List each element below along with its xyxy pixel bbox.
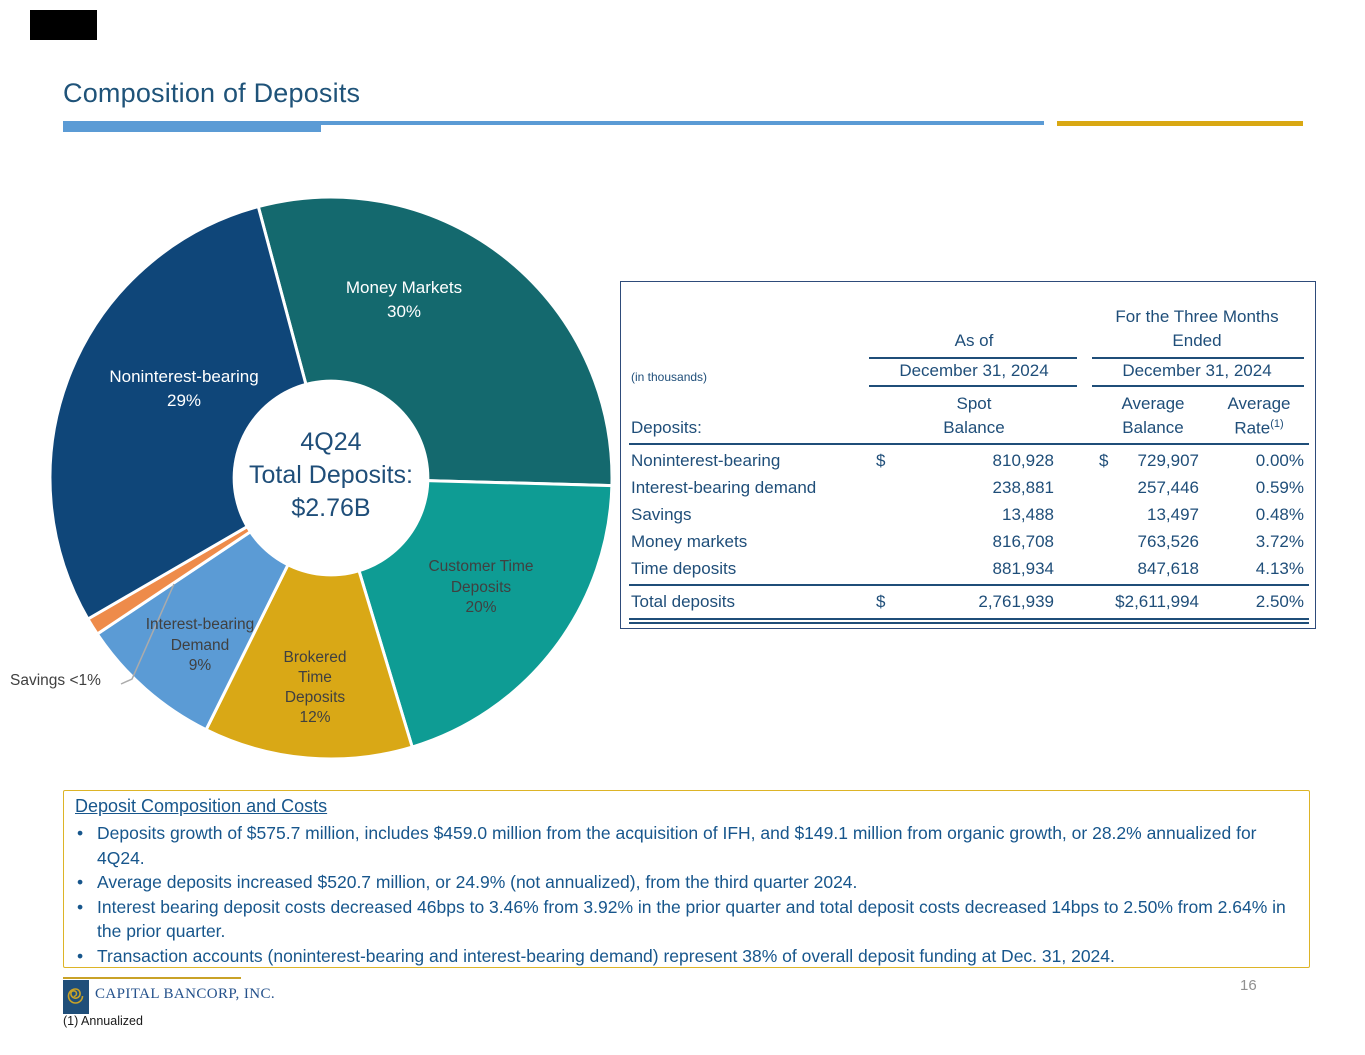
total-spot-balance: 2,761,939 (978, 592, 1054, 611)
table-rule (629, 584, 1309, 586)
total-average-rate: 2.50% (1255, 592, 1304, 611)
row-label: Money markets (631, 532, 748, 551)
row-spot-balance: 881,934 (992, 559, 1054, 578)
row-average-rate: 0.59% (1255, 478, 1304, 497)
table-col-group-asof: As of (954, 331, 994, 350)
table-header-spot-line2: Balance (943, 418, 1005, 437)
savings-leader-line (120, 583, 175, 685)
notes-bullet: Interest bearing deposit costs decreased… (75, 895, 1297, 944)
notes-bullet: Average deposits increased $520.7 millio… (75, 870, 1297, 895)
row-average-rate: 3.72% (1255, 532, 1304, 551)
title-accent-bar-blue-thick (63, 121, 321, 132)
row-average-balance: 257,446 (1137, 478, 1199, 497)
row-average-balance: 729,907 (1137, 451, 1199, 470)
top-left-black-box (30, 10, 97, 40)
table-date-spot: December 31, 2024 (899, 361, 1049, 380)
table-double-rule-bottom (629, 622, 1309, 624)
company-name: CAPITAL BANCORP, INC. (95, 986, 275, 1002)
table-double-rule-top (629, 618, 1309, 620)
row-label: Savings (631, 505, 692, 524)
donut-hole (232, 379, 430, 577)
pie-slice-brokered-time-deposits (204, 473, 415, 761)
notes-bullet-list: Deposits growth of $575.7 million, inclu… (75, 821, 1297, 968)
table-row: Savings 13,488 13,497 0.48% (621, 502, 1315, 529)
table-date-average: December 31, 2024 (1122, 361, 1272, 380)
total-dollar-sign: $ (876, 592, 886, 611)
table-row: Time deposits 881,934 847,618 4.13% (621, 556, 1315, 583)
row-dollar-sign: $ (1099, 451, 1109, 470)
title-accent-bar-blue-thin (321, 121, 1044, 125)
footer-gold-line (63, 977, 241, 979)
row-label: Interest-bearing demand (631, 478, 817, 497)
row-average-balance: 763,526 (1137, 532, 1199, 551)
notes-box-title: Deposit Composition and Costs (75, 796, 328, 816)
rate-footnote-superscript: (1) (1270, 418, 1284, 430)
table-row: Noninterest-bearing $810,928 $729,907 0.00% (621, 448, 1315, 475)
table-row-group-header: Deposits: (631, 418, 702, 437)
page-title: Composition of Deposits (63, 78, 361, 108)
table-header-avgrate-line1: Average (1227, 394, 1291, 413)
deposits-table: For the Three Months As of Ended (in tho… (620, 281, 1316, 629)
table-row: Interest-bearing demand 238,881 257,446 0.5… (621, 475, 1315, 502)
row-spot-balance: 810,928 (992, 451, 1054, 470)
row-dollar-sign: $ (876, 451, 886, 470)
footnote-annualized: (1) Annualized (63, 1014, 143, 1028)
logo-spiral-icon (67, 988, 84, 1004)
page-number: 16 (1240, 977, 1257, 994)
row-spot-balance: 238,881 (992, 478, 1054, 497)
title-accent-bar-gold (1057, 121, 1303, 126)
savings-slice-callout-label: Savings <1% (10, 672, 101, 689)
table-col-group-period-line1: For the Three Months (1115, 307, 1279, 326)
table-col-group-period-line2: Ended (1172, 331, 1222, 350)
row-average-balance: 13,497 (1147, 505, 1199, 524)
table-header-avgrate-text: Rate (1234, 418, 1271, 438)
table-header-avgbal-line2: Balance (1122, 418, 1184, 437)
total-label: Total deposits (631, 592, 735, 611)
table-rule (1092, 385, 1304, 387)
table-rule (869, 385, 1077, 387)
row-label: Noninterest-bearing (631, 451, 781, 470)
total-average-balance: $2,611,994 (1115, 592, 1199, 611)
table-row: Money markets 816,708 763,526 3.72% (621, 529, 1315, 556)
table-header-spot-line1: Spot (956, 394, 992, 413)
notes-bullet: Deposits growth of $575.7 million, inclu… (75, 821, 1297, 870)
table-body: Noninterest-bearing $810,928 $729,907 0.00%… (621, 448, 1315, 583)
table-units-note: (in thousands) (631, 370, 708, 384)
table-total-row: Total deposits $ 2,761,939 $2,611,994 2.… (621, 589, 1315, 616)
row-average-rate: 0.00% (1255, 451, 1304, 470)
company-logo-icon (63, 980, 89, 1014)
table-rule (1092, 357, 1304, 359)
row-label: Time deposits (631, 559, 737, 578)
notes-bullet: Transaction accounts (noninterest-bearin… (75, 944, 1297, 969)
table-header-avgbal-line1: Average (1121, 394, 1185, 413)
table-rule (629, 443, 1309, 445)
row-average-rate: 4.13% (1255, 559, 1304, 578)
row-average-balance: 847,618 (1137, 559, 1199, 578)
donut-center-label: 4Q24 Total Deposits: $2.76B (249, 428, 413, 522)
table-header-avgrate-line2: Rate(1) (1179, 418, 1339, 439)
row-average-rate: 0.48% (1255, 505, 1304, 524)
row-spot-balance: 816,708 (992, 532, 1054, 551)
row-spot-balance: 13,488 (1002, 505, 1054, 524)
table-rule (869, 357, 1077, 359)
